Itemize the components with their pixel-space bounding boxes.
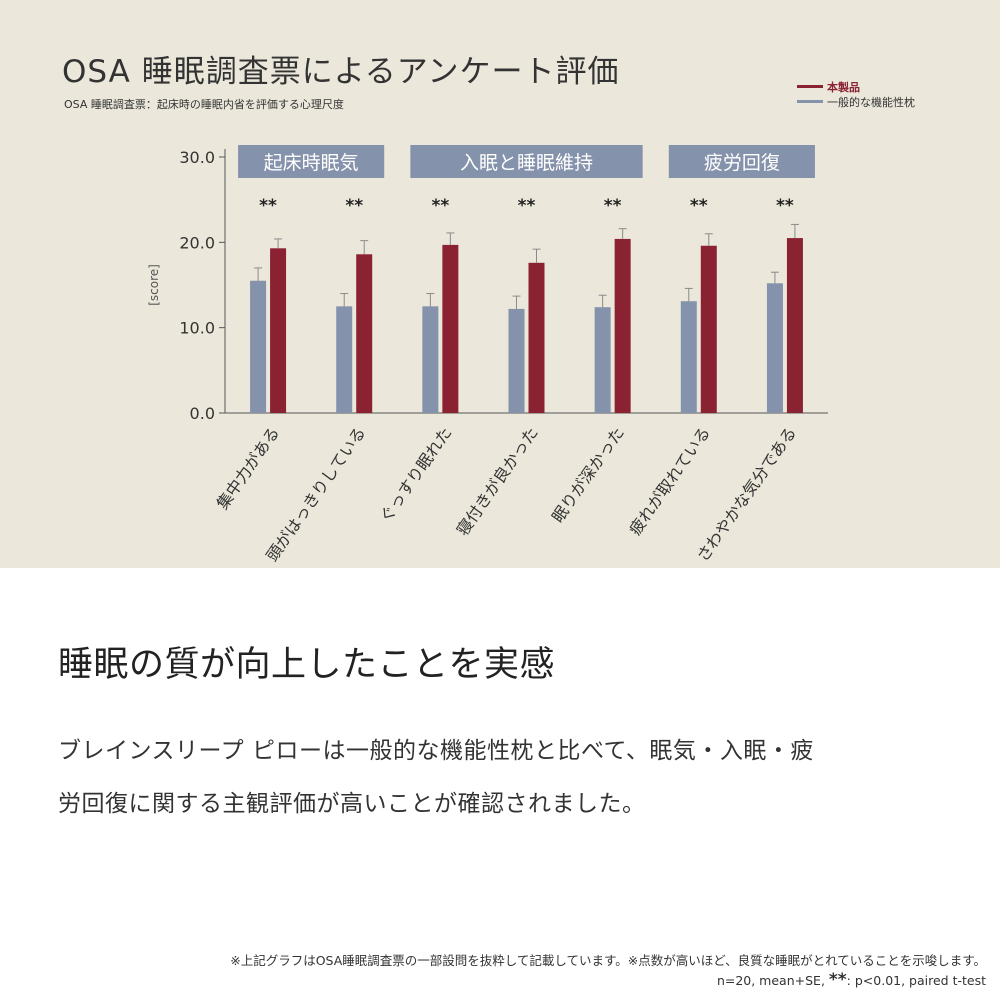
bar-product xyxy=(356,254,373,413)
legend-item-general: 一般的な機能性枕 xyxy=(797,94,915,109)
legend-swatch-general xyxy=(797,100,823,103)
x-category-label: 集中力がある xyxy=(213,423,284,513)
group-header-label: 入眠と睡眠維持 xyxy=(460,152,593,174)
footnote-note: ※上記グラフはOSA睡眠調査票の一部設問を抜粋して記載しています。※点数が高いほ… xyxy=(230,953,986,968)
legend-swatch-product xyxy=(797,85,823,88)
bar-chart: 0.0 10.0 20.0 30.0 [score] 起床時眠気 入眠と睡眠維持 疲労回復 **… xyxy=(147,145,828,565)
y-tick-label: 10.0 xyxy=(179,319,215,338)
group-header-box xyxy=(238,145,385,178)
bar-product xyxy=(614,238,631,413)
legend: 本製品 一般的な機能性枕 xyxy=(797,79,915,109)
body-text-line-1: ブレインスリープ ピローは一般的な機能性枕と比べて、眠気・入眠・疲 xyxy=(58,738,814,764)
bar-general xyxy=(250,280,267,413)
body-text-line-2: 労回復に関する主観評価が高いことが確認されました。 xyxy=(58,791,646,817)
x-category-label: 寝付きが良かった xyxy=(453,423,542,539)
group-header-box xyxy=(668,145,815,178)
chart-title: OSA 睡眠調査票によるアンケート評価 xyxy=(62,54,620,90)
x-category-label: 眠りが深かった xyxy=(548,423,628,526)
x-category-label: さわやかな気分である xyxy=(693,423,800,565)
bar-general xyxy=(422,306,439,413)
group-header-label: 起床時眠気 xyxy=(264,152,359,174)
significance-marker: ** xyxy=(776,196,794,216)
stats-prefix: n=20, mean+SE, xyxy=(716,973,829,988)
bar-product xyxy=(270,248,287,413)
chart-panel xyxy=(0,0,1000,568)
bar-general xyxy=(508,308,525,413)
bar-general xyxy=(680,301,697,413)
bar-product xyxy=(786,238,803,413)
y-tick-label: 20.0 xyxy=(179,233,215,252)
legend-item-product: 本製品 xyxy=(797,79,915,94)
group-header-box xyxy=(410,145,643,178)
legend-label-general: 一般的な機能性枕 xyxy=(827,95,915,109)
significance-marker: ** xyxy=(259,196,277,216)
x-category-label: 頭がはっきりしている xyxy=(262,423,369,565)
bar-general xyxy=(336,306,353,413)
x-category-label: ぐっすり眠れた xyxy=(376,423,456,526)
stats-star: ** xyxy=(828,970,847,990)
group-header-label: 疲労回復 xyxy=(704,152,780,174)
x-category-label: 疲れが取れている xyxy=(625,423,714,538)
chart-subtitle: OSA 睡眠調査票：起床時の睡眠内省を評価する心理尺度 xyxy=(64,98,344,111)
headline: 睡眠の質が向上したことを実感 xyxy=(58,645,556,685)
footnote-stats: n=20, mean+SE, **: p<0.01, paired t-test xyxy=(717,970,986,990)
y-tick-label: 0.0 xyxy=(190,404,215,423)
significance-marker: ** xyxy=(431,196,449,216)
y-axis-label: [score] xyxy=(147,264,161,306)
y-tick-label: 30.0 xyxy=(179,148,215,167)
bar-general xyxy=(594,307,611,413)
significance-marker: ** xyxy=(604,196,622,216)
bar-product xyxy=(700,245,717,413)
significance-marker: ** xyxy=(518,196,536,216)
bar-general xyxy=(766,283,783,413)
bar-product xyxy=(442,244,459,413)
bar-product xyxy=(528,262,545,413)
significance-marker: ** xyxy=(345,196,363,216)
stats-suffix: : p<0.01, paired t-test xyxy=(846,973,986,988)
significance-marker: ** xyxy=(690,196,708,216)
legend-label-product: 本製品 xyxy=(827,80,860,94)
